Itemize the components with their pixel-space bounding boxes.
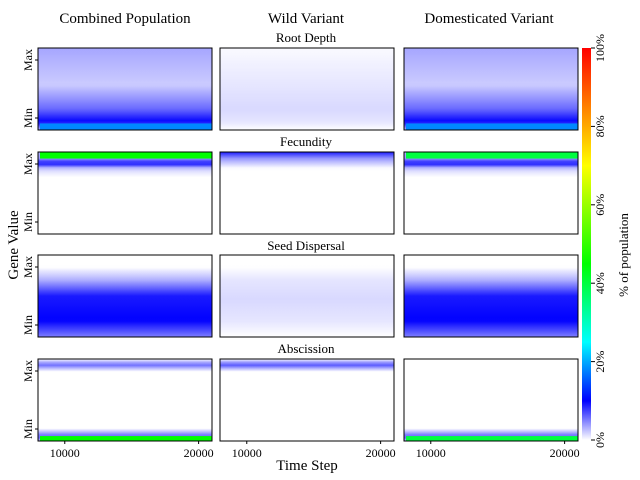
x-tick-label: 10000 xyxy=(232,446,262,460)
heatmap-high-band xyxy=(406,436,578,441)
colorbar-tick-label: 60% xyxy=(593,194,607,216)
y-tick-label: Min xyxy=(21,419,35,439)
column-title-combined: Combined Population xyxy=(59,11,191,27)
panel-seed-dispersal-domesticated-variant xyxy=(403,254,579,338)
row-title-abscission: Abscission xyxy=(277,341,335,356)
column-title-wild: Wild Variant xyxy=(268,11,345,27)
heatmap-cells xyxy=(404,48,578,130)
panel-frame xyxy=(403,151,579,235)
panel-frame xyxy=(37,358,213,442)
y-tick-label: Max xyxy=(21,153,35,175)
panel-frame xyxy=(37,151,213,235)
heatmap-cells xyxy=(404,152,578,234)
x-tick-label: 20000 xyxy=(550,446,580,460)
panel-fecundity-combined-population: Max Min xyxy=(21,151,213,235)
y-tick-label: Max xyxy=(21,49,35,71)
x-axis-label: Time Step xyxy=(276,458,338,474)
heatmap-cells xyxy=(404,359,578,441)
colorbar-tick-label: 40% xyxy=(593,272,607,294)
x-tick-label: 20000 xyxy=(366,446,396,460)
heatmap-high-band xyxy=(40,152,212,159)
x-tick-label: 20000 xyxy=(184,446,214,460)
heatmap-high-band xyxy=(406,152,578,159)
panel-abscission-wild-variant: 10000 20000 xyxy=(219,358,396,460)
y-tick-label: Min xyxy=(21,315,35,335)
heatmap-cells xyxy=(220,48,394,130)
heatmap-high-band xyxy=(406,123,578,130)
panel-frame xyxy=(403,358,579,442)
x-tick-label: 10000 xyxy=(416,446,446,460)
y-tick-label: Max xyxy=(21,256,35,278)
panel-fecundity-wild-variant xyxy=(219,151,395,235)
x-tick-label: 10000 xyxy=(50,446,80,460)
colorbar-tick-label: 80% xyxy=(593,115,607,137)
heatmap-cells xyxy=(220,152,394,234)
panel-frame xyxy=(219,151,395,235)
heatmap-cells xyxy=(38,152,212,234)
colorbar xyxy=(582,48,591,440)
panel-root-depth-wild-variant xyxy=(219,47,395,131)
panel-abscission-combined-population: Max Min 10000 20000 xyxy=(21,358,214,460)
y-tick-label: Min xyxy=(21,212,35,232)
panel-frame xyxy=(219,358,395,442)
column-title-domesticated: Domesticated Variant xyxy=(424,11,554,27)
heatmap-high-band xyxy=(40,436,212,441)
heatmap-high-band xyxy=(40,123,212,130)
panel-frame xyxy=(219,47,395,131)
panel-frame xyxy=(37,47,213,131)
row-title-root-depth: Root Depth xyxy=(276,30,337,45)
heatmap-cells xyxy=(220,359,394,441)
colorbar-tick-label: 100% xyxy=(593,34,607,62)
panel-seed-dispersal-wild-variant xyxy=(219,254,395,338)
heatmap-cells xyxy=(404,255,578,337)
row-title-fecundity: Fecundity xyxy=(280,134,332,149)
y-axis-label: Gene Value xyxy=(6,210,22,280)
panel-frame xyxy=(403,254,579,338)
panel-fecundity-domesticated-variant xyxy=(403,151,579,235)
y-tick-label: Min xyxy=(21,108,35,128)
heatmap-cells xyxy=(220,255,394,337)
colorbar-tick-label: 0% xyxy=(593,432,607,448)
heatmap-cells xyxy=(38,359,212,441)
heatmap-cells xyxy=(38,255,212,337)
heatmap-cells xyxy=(38,48,212,130)
y-tick-label: Max xyxy=(21,360,35,382)
colorbar-tick-label: 20% xyxy=(593,351,607,373)
colorbar-ticks: 0% 20% 40% 60% 80% 100% xyxy=(591,34,607,448)
panel-frame xyxy=(403,47,579,131)
panel-seed-dispersal-combined-population: Max Min xyxy=(21,254,213,338)
panel-root-depth-combined-population: Max Min xyxy=(21,47,213,131)
panel-frame xyxy=(219,254,395,338)
panel-abscission-domesticated-variant: 10000 20000 xyxy=(403,358,580,460)
colorbar-label: % of population xyxy=(616,213,631,297)
row-title-seed-dispersal: Seed Dispersal xyxy=(267,238,345,253)
panel-frame xyxy=(37,254,213,338)
panel-root-depth-domesticated-variant xyxy=(403,47,579,131)
panels-group: Max Min Max Min Max Min Max Min 10000 20000 10000 2… xyxy=(21,47,580,460)
